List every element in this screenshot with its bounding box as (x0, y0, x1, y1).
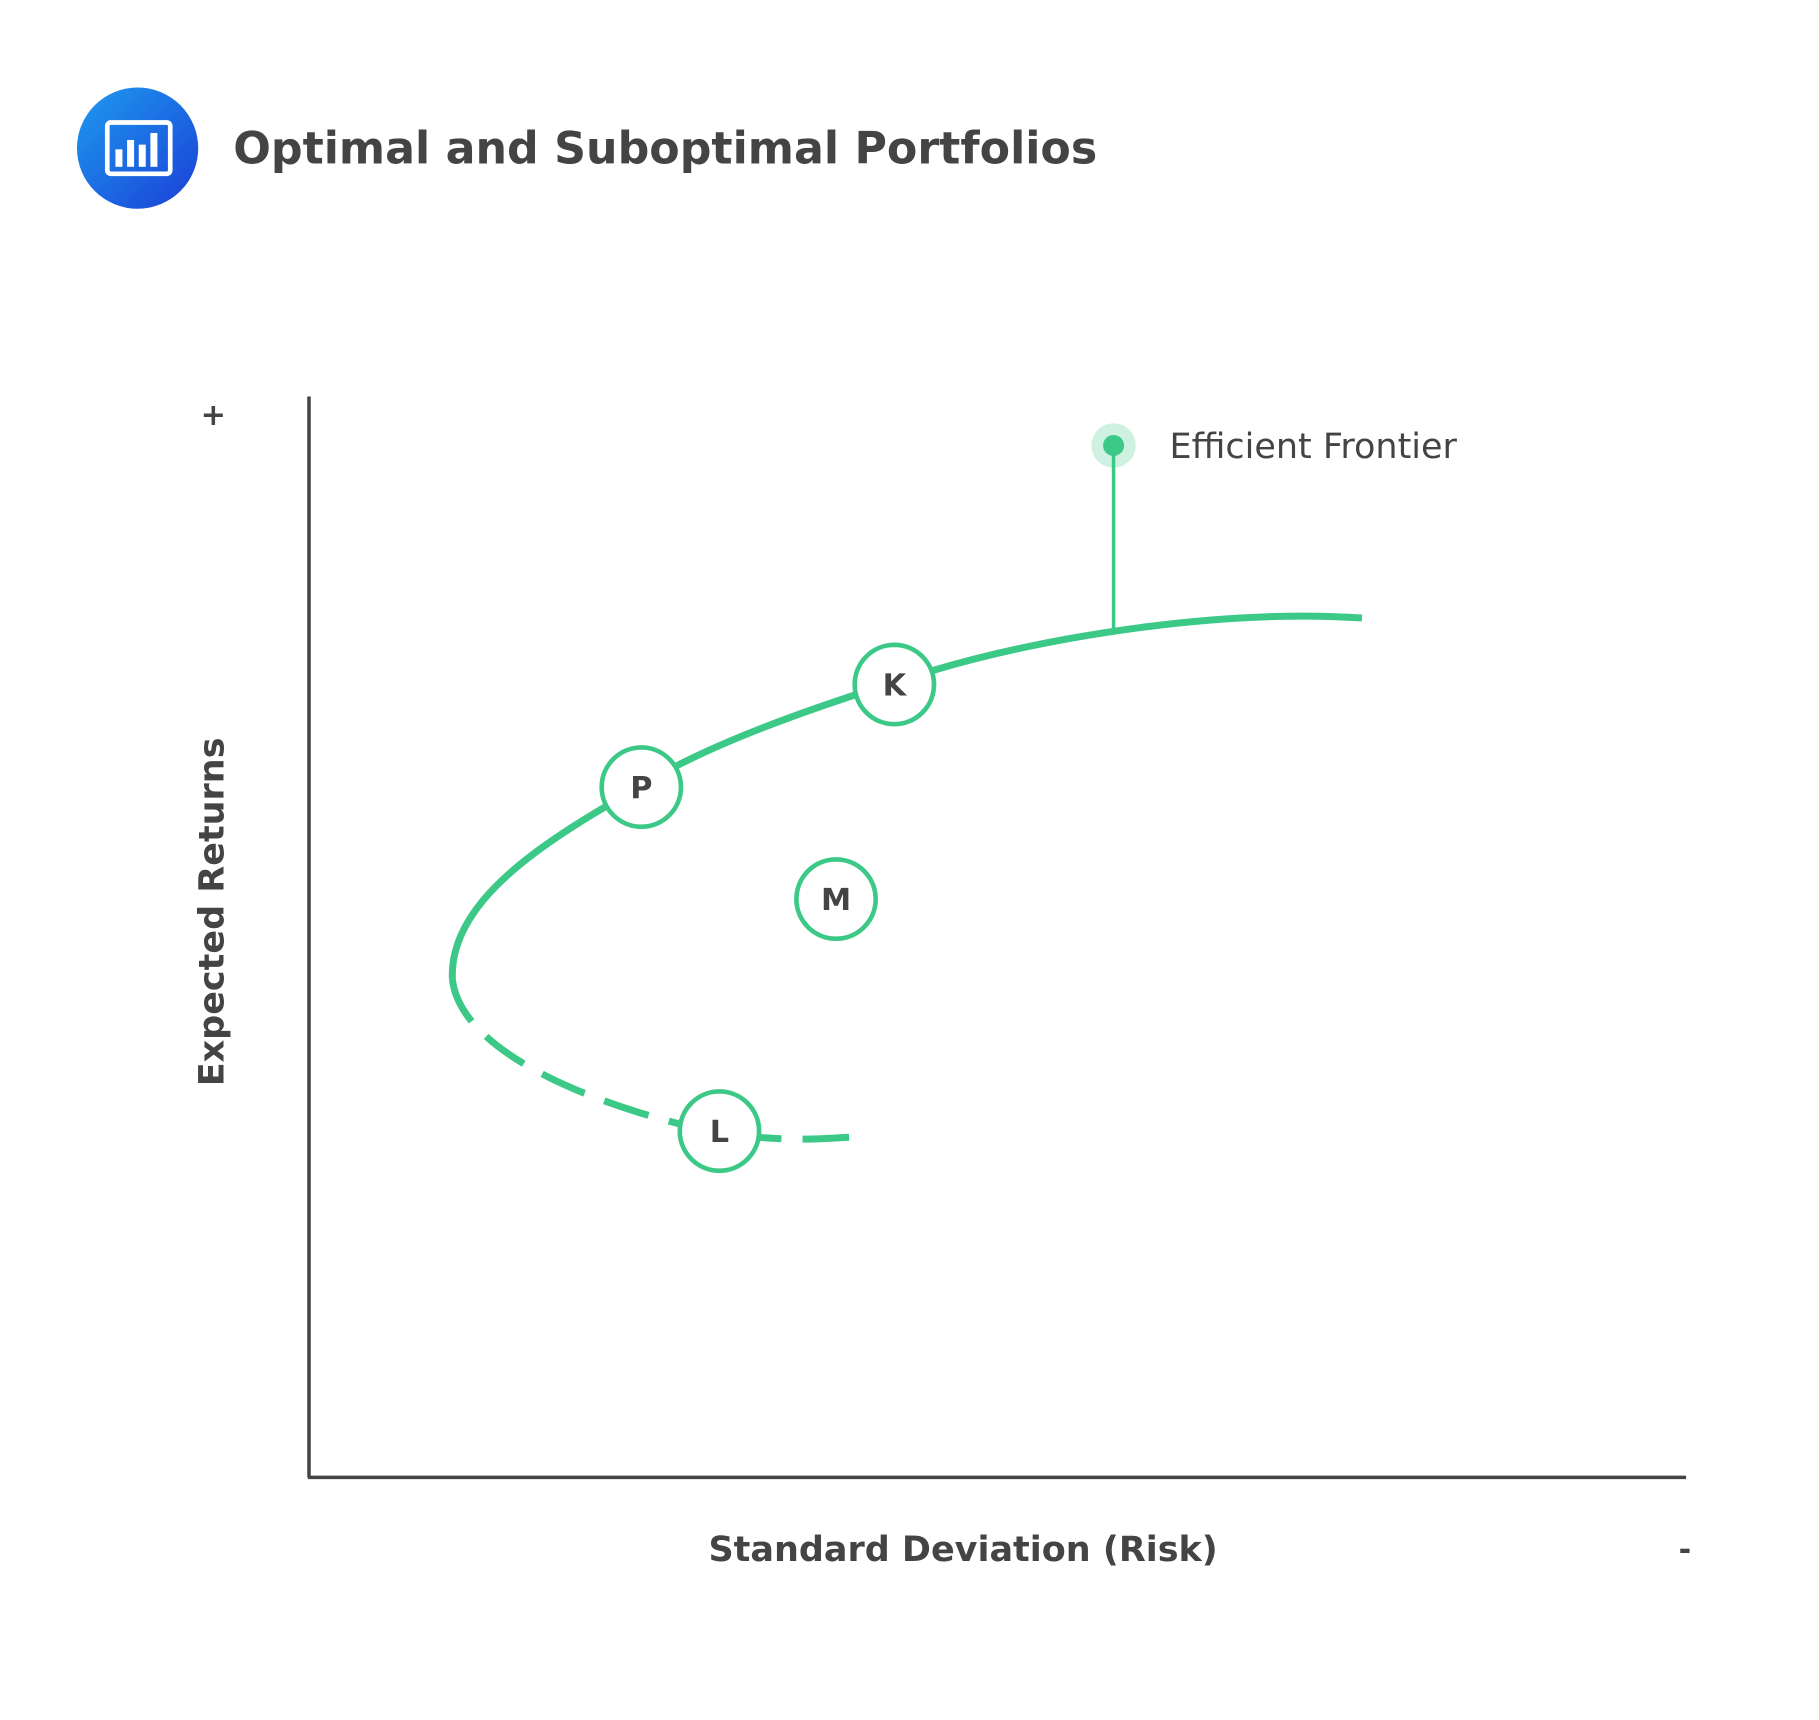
point-l: L (677, 1089, 762, 1174)
point-label: L (710, 1115, 729, 1150)
point-label: M (821, 883, 851, 918)
icon (76, 87, 199, 209)
point-k: K (852, 642, 937, 727)
y-axis-end: + (201, 398, 226, 433)
point-label: K (883, 668, 908, 703)
title: Optimal and Suboptimal Portfolios (233, 124, 1097, 175)
y-axis-label: Expected Returns (192, 738, 232, 1087)
point-label: P (630, 771, 652, 806)
annotation: Efficient Frontier (1170, 427, 1458, 467)
point-p: P (599, 745, 684, 830)
x-axis-label: Standard Deviation (Risk) (708, 1530, 1217, 1570)
point-m: M (794, 857, 879, 942)
frontier-curve (448, 612, 1363, 980)
inefficient-curve (448, 979, 854, 1143)
x-axis-end: - (1679, 1532, 1692, 1567)
